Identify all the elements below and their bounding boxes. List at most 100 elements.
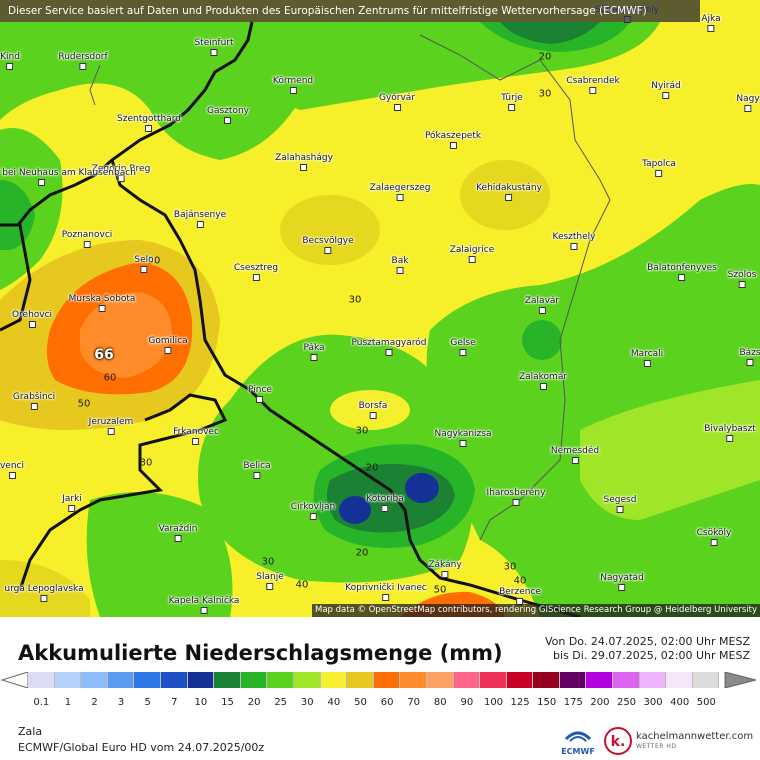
city-name: Steinfurt bbox=[194, 38, 234, 48]
kachelmannwetter-logo[interactable]: k. kachelmannwetter.com WETTER HD bbox=[604, 725, 754, 757]
city-dot bbox=[266, 583, 274, 590]
precip-area-10 bbox=[405, 473, 439, 503]
city-marker: Borsfa bbox=[359, 401, 387, 419]
city-name: Belica bbox=[243, 461, 271, 471]
city-marker: Gasztony bbox=[207, 106, 249, 124]
legend-swatch bbox=[666, 672, 693, 688]
city-name: Segesd bbox=[603, 495, 637, 505]
contour-label: 40 bbox=[513, 575, 527, 587]
city-name: Zalahashágy bbox=[275, 153, 333, 163]
legend-swatch bbox=[134, 672, 161, 688]
city-dot bbox=[655, 170, 663, 177]
city-dot bbox=[107, 428, 115, 435]
region-label: Zala bbox=[18, 725, 43, 738]
contour-label: 50 bbox=[77, 398, 91, 410]
city-marker: Segesd bbox=[603, 495, 637, 513]
region-boundary bbox=[479, 59, 611, 541]
city-name: Koprivnički Ivanec bbox=[345, 583, 427, 593]
city-dot bbox=[30, 403, 38, 410]
legend-swatch bbox=[639, 672, 667, 688]
city-dot bbox=[309, 513, 317, 520]
city-marker: Pókaszepetk bbox=[425, 131, 481, 149]
precip-area-20 bbox=[522, 320, 562, 360]
kachelmann-brand-name: kachelmannwetter.com bbox=[636, 731, 754, 742]
city-dot bbox=[28, 321, 36, 328]
city-marker: Gyórvár bbox=[379, 93, 415, 111]
precip-area-40 bbox=[0, 560, 90, 617]
legend-tick-label: 30 bbox=[300, 697, 314, 708]
legend-tick-label: 50 bbox=[354, 697, 367, 708]
kachelmann-brand-sub: WETTER HD bbox=[636, 743, 677, 750]
legend-swatch bbox=[214, 672, 241, 688]
precip-area-15 bbox=[500, 22, 600, 44]
city-marker: Nyirád bbox=[651, 81, 681, 99]
legend-tick-label: 200 bbox=[590, 697, 610, 708]
legend-swatch bbox=[107, 672, 135, 688]
city-name: Orehovci bbox=[11, 310, 53, 320]
city-name: Pókaszepetk bbox=[424, 131, 482, 141]
contour-label: 50 bbox=[147, 255, 161, 267]
city-dot bbox=[310, 354, 318, 361]
city-marker: Varaždin bbox=[159, 524, 197, 542]
legend-swatch bbox=[426, 672, 454, 688]
city-name: Berzence bbox=[499, 587, 541, 597]
legend-tick-label: 5 bbox=[144, 697, 151, 708]
city-marker: Pusztamagyaród bbox=[352, 338, 427, 356]
city-marker: Türje bbox=[501, 93, 523, 111]
city-marker: Rudersdorf bbox=[58, 52, 108, 70]
city-marker: Nemesdéd bbox=[551, 446, 599, 464]
city-marker: Csabrendek bbox=[566, 76, 620, 94]
region-boundary bbox=[419, 34, 541, 81]
city-marker: Grabšinci bbox=[13, 392, 55, 410]
legend-tick-label: 40 bbox=[327, 697, 341, 708]
city-dot bbox=[8, 472, 16, 479]
city-name: Tapolca bbox=[642, 159, 676, 169]
city-marker: Selo bbox=[134, 255, 154, 273]
legend-swatch bbox=[293, 672, 321, 688]
legend-right-arrow bbox=[724, 672, 757, 688]
city-name: Zalavár bbox=[524, 296, 560, 306]
city-dot bbox=[324, 247, 332, 254]
city-name: Balatonfenyves bbox=[647, 263, 717, 273]
city-name: Slanje bbox=[256, 572, 284, 582]
city-dot bbox=[539, 383, 547, 390]
precip-area-25 bbox=[86, 492, 233, 617]
city-dot bbox=[98, 305, 106, 312]
city-name: Jeruzalem bbox=[88, 417, 134, 427]
legend-swatch bbox=[267, 672, 294, 688]
legend-tick-label: 25 bbox=[274, 697, 288, 708]
city-marker: Szólós bbox=[728, 270, 756, 288]
city-dot bbox=[164, 347, 172, 354]
map-attribution[interactable]: Map data © OpenStreetMap contributors, r… bbox=[312, 604, 760, 617]
city-dot bbox=[252, 274, 260, 281]
city-marker: Koprivnički Ivanec bbox=[345, 583, 427, 601]
city-marker: Tapolca bbox=[642, 159, 676, 177]
legend-tick-label: 400 bbox=[670, 697, 690, 708]
city-name: Jarki bbox=[62, 494, 82, 504]
city-dot bbox=[256, 396, 264, 403]
city-name: Nagykanizsa bbox=[434, 429, 492, 439]
city-marker: Csesztreg bbox=[234, 263, 278, 281]
contour-label: 30 bbox=[355, 425, 369, 437]
city-dot bbox=[83, 241, 91, 248]
contour-label: 20 bbox=[355, 547, 369, 559]
city-name: Murska Sobota bbox=[68, 294, 136, 304]
city-marker: Berzence bbox=[499, 587, 541, 605]
city-dot bbox=[369, 412, 377, 419]
legend-swatch bbox=[320, 672, 348, 688]
city-name: Szentgotthárd bbox=[117, 114, 181, 124]
city-marker: Bázs bbox=[739, 348, 760, 366]
city-name: Páka bbox=[303, 343, 325, 353]
city-name: Türje bbox=[501, 93, 523, 103]
city-name: Keszthely bbox=[552, 232, 596, 242]
legend-tick-label: 20 bbox=[247, 697, 261, 708]
city-marker: Iharosberény bbox=[487, 488, 545, 506]
city-dot bbox=[385, 349, 393, 356]
city-name: Selo bbox=[134, 255, 154, 265]
legend-tick-label: 1 bbox=[64, 697, 72, 708]
city-marker: Nagy bbox=[736, 94, 760, 112]
city-marker: Gomilica bbox=[148, 336, 188, 354]
ecmwf-logo[interactable]: ECMWF bbox=[560, 725, 596, 757]
city-name: Becsvölgye bbox=[302, 236, 354, 246]
legend-tick-label: 10 bbox=[194, 697, 208, 708]
